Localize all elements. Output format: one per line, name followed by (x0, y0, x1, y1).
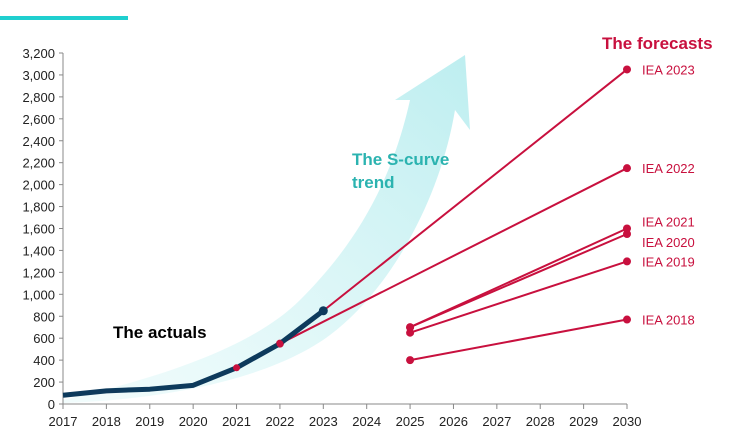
forecast-point (623, 65, 631, 74)
forecast-point (623, 224, 631, 233)
forecast-point (406, 323, 415, 332)
forecast-point (406, 356, 415, 365)
x-tick-label: 2024 (352, 414, 381, 429)
forecast-line (279, 167, 628, 345)
x-tick-label: 2029 (569, 414, 598, 429)
x-tick-label: 2027 (482, 414, 511, 429)
x-tick-label: 2021 (222, 414, 251, 429)
y-tick-label: 3,000 (22, 68, 55, 83)
y-tick-label: 1,000 (22, 287, 55, 302)
actuals-point-2022 (276, 340, 284, 348)
forecast-line (409, 227, 628, 329)
forecast-line (409, 318, 628, 362)
y-tick-label: 2,000 (22, 178, 55, 193)
y-tick-label: 800 (33, 309, 55, 324)
y-tick-label: 1,200 (22, 265, 55, 280)
actuals-point-2021 (233, 364, 241, 372)
y-tick-label: 600 (33, 331, 55, 346)
y-tick-label: 3,200 (22, 46, 55, 61)
x-tick-label: 2019 (135, 414, 164, 429)
x-tick-label: 2017 (49, 414, 78, 429)
forecast-point (406, 328, 415, 337)
forecast-label: IEA 2020 (642, 235, 695, 250)
forecast-label: IEA 2022 (642, 161, 695, 176)
x-tick-label: 2018 (92, 414, 121, 429)
forecast-label: IEA 2018 (642, 313, 695, 328)
forecast-label: IEA 2019 (642, 254, 695, 269)
x-tick-label: 2023 (309, 414, 338, 429)
y-tick-label: 400 (33, 353, 55, 368)
x-tick-label: 2026 (439, 414, 468, 429)
forecast-label: IEA 2023 (642, 62, 695, 77)
y-tick-label: 1,400 (22, 243, 55, 258)
y-tick-label: 1,600 (22, 222, 55, 237)
forecast-point (623, 164, 631, 173)
y-tick-label: 200 (33, 375, 55, 390)
s-curve-label-line1: The S-curve (352, 150, 449, 169)
y-tick-label: 2,600 (22, 112, 55, 127)
actuals-point-2023 (318, 306, 328, 316)
forecast-point (623, 229, 631, 238)
x-tick-label: 2022 (265, 414, 294, 429)
actuals-label: The actuals (113, 323, 207, 342)
x-tick-label: 2030 (613, 414, 642, 429)
forecasts-label: The forecasts (602, 34, 713, 53)
forecast-label: IEA 2021 (642, 215, 695, 230)
forecast-line (409, 260, 628, 334)
forecast-line (322, 68, 628, 312)
y-tick-label: 0 (48, 397, 55, 412)
y-tick-label: 1,800 (22, 200, 55, 215)
y-tick-label: 2,400 (22, 134, 55, 149)
forecast-point (623, 315, 631, 324)
forecast-point (623, 257, 631, 266)
y-tick-label: 2,800 (22, 90, 55, 105)
accent-bar (0, 16, 128, 20)
x-tick-label: 2028 (526, 414, 555, 429)
s-curve-trend-arrow (63, 55, 470, 403)
x-tick-label: 2025 (396, 414, 425, 429)
s-curve-label-line2: trend (352, 173, 395, 192)
x-tick-label: 2020 (179, 414, 208, 429)
y-tick-label: 2,200 (22, 156, 55, 171)
